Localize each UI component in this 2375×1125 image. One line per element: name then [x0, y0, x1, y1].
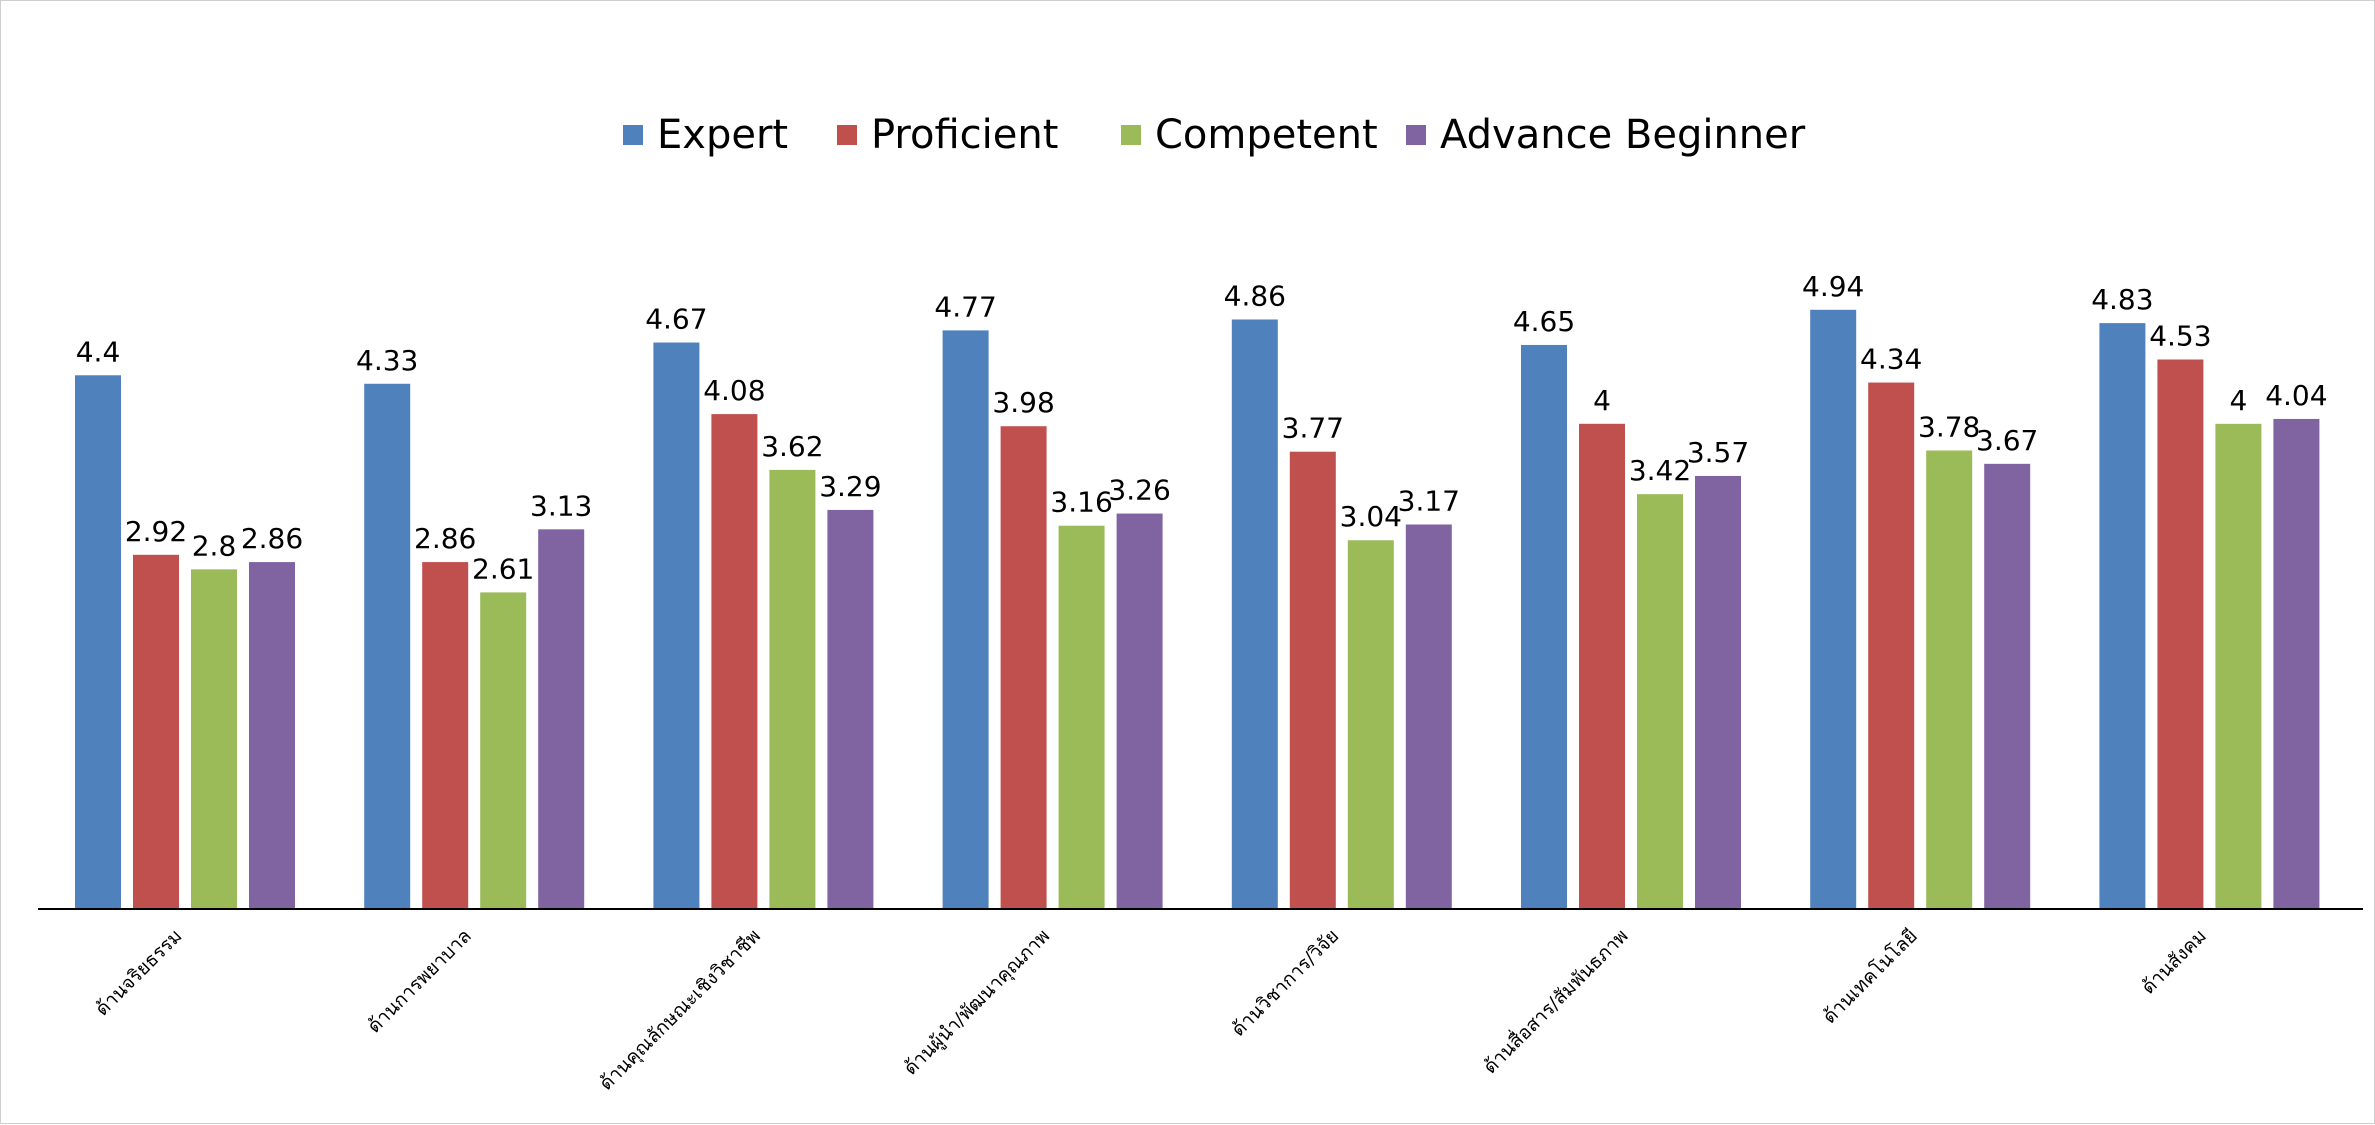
legend-swatch	[623, 125, 643, 145]
data-label: 3.42	[1629, 454, 1691, 487]
bar-proficient	[1000, 426, 1047, 909]
bar-competent	[480, 592, 527, 909]
legend-label: Competent	[1155, 112, 1378, 158]
legend-item-competent: Competent	[1121, 112, 1378, 158]
data-label: 4.77	[934, 290, 996, 323]
bar-proficient	[2157, 359, 2204, 909]
category-group	[364, 383, 585, 909]
data-label: 3.57	[1687, 436, 1749, 469]
data-label: 2.8	[192, 529, 237, 562]
category-group	[1231, 319, 1452, 909]
legend-swatch	[1121, 125, 1141, 145]
bar-proficient	[422, 562, 469, 909]
bar-proficient	[133, 554, 179, 909]
legend-item-proficient: Proficient	[837, 112, 1058, 158]
bar-competent	[769, 469, 816, 909]
category-label: ด้านจริยธรรม	[91, 925, 186, 1020]
bar-proficient	[711, 414, 758, 909]
data-label: 3.16	[1050, 486, 1112, 519]
bar-competent	[1347, 540, 1394, 909]
data-label: 4.67	[645, 303, 707, 336]
data-label: 3.13	[530, 489, 592, 522]
category-group	[1810, 309, 2031, 910]
data-label: 3.67	[1976, 424, 2038, 457]
bar-advance-beginner	[1405, 524, 1452, 909]
bar-advance-beginner	[249, 562, 295, 909]
bar-proficient	[1868, 382, 1915, 910]
value-labels: 4.42.92 2.8 2.864.332.862.613.134.674.083.…	[76, 270, 2328, 586]
bar-expert	[2099, 323, 2146, 910]
data-label: 3.17	[1398, 484, 1460, 517]
category-label: ด้านสื่อสาร/สัมพันธภาพ	[1477, 923, 1632, 1078]
legend-item-expert: Expert	[623, 112, 788, 158]
category-group	[1521, 344, 1741, 910]
category-label: ด้านผู้นำ/พัฒนาคุณภาพ	[900, 925, 1055, 1080]
bar-competent	[2215, 423, 2262, 909]
bar-advance-beginner	[827, 509, 874, 909]
data-label: 3.78	[1918, 410, 1980, 443]
bar-expert	[1231, 319, 1278, 909]
legend-label: Advance Beginner	[1440, 112, 1806, 158]
legend: Expert Proficient Competent Advance Beginne…	[623, 112, 1806, 158]
bar-expert	[364, 383, 411, 909]
bar-competent	[1926, 450, 1973, 909]
category-label: ด้านเทคโนโลยี	[1818, 924, 1922, 1028]
category-tick-labels: ด้านจริยธรรม ด้านการพยาบาล ด้านคุณลักษณะเช…	[91, 923, 2211, 1096]
category-group	[2099, 323, 2320, 910]
bar-expert	[653, 342, 700, 909]
legend-swatch	[1406, 125, 1426, 145]
bar-expert	[1521, 344, 1567, 910]
bar-competent	[191, 569, 237, 909]
legend-label: Expert	[657, 112, 788, 158]
data-label: 3.26	[1108, 474, 1170, 507]
data-label: 4.08	[703, 374, 765, 407]
category-label: ด้านสังคม	[2137, 925, 2211, 999]
data-label: 4.4	[76, 335, 121, 368]
legend-label: Proficient	[871, 112, 1058, 158]
bar-advance-beginner	[538, 529, 585, 909]
bar-advance-beginner	[1116, 513, 1163, 909]
data-label: 3.29	[819, 470, 881, 503]
data-label: 4.86	[1224, 279, 1286, 312]
category-group	[653, 342, 874, 909]
category-group	[942, 330, 1163, 909]
data-label: 4.65	[1513, 305, 1575, 338]
bar-expert	[75, 375, 121, 909]
data-label: 4.53	[2149, 320, 2211, 353]
bar-advance-beginner	[1984, 463, 2031, 909]
bar-competent	[1058, 525, 1105, 909]
data-label: 4	[2229, 384, 2247, 417]
data-label: 4.83	[2091, 283, 2153, 316]
bar-competent	[1637, 494, 1683, 909]
bars	[75, 309, 2320, 910]
data-label: 3.62	[761, 430, 823, 463]
data-label: 3.77	[1282, 412, 1344, 445]
data-label: 4.94	[1802, 270, 1864, 303]
category-label: ด้านการพยาบาล	[363, 925, 475, 1037]
bar-proficient	[1579, 423, 1625, 909]
data-label: 3.04	[1340, 500, 1402, 533]
bar-advance-beginner	[2273, 418, 2320, 909]
data-label: 2.86	[241, 522, 303, 555]
data-label: 4.33	[356, 344, 418, 377]
data-label: 2.92	[125, 515, 187, 548]
data-label: 2.86	[414, 522, 476, 555]
bar-advance-beginner	[1695, 475, 1741, 909]
data-label: 4	[1593, 384, 1611, 417]
legend-item-advance-beginner: Advance Beginner	[1406, 112, 1806, 158]
data-label: 4.04	[2265, 379, 2327, 412]
data-label: 4.34	[1860, 343, 1922, 376]
bar-proficient	[1289, 451, 1336, 909]
legend-swatch	[837, 125, 857, 145]
category-label: ด้านคุณลักษณะเชิงวิชาชีพ	[595, 925, 766, 1096]
category-label: ด้านวิชาการ/วิจัย	[1227, 925, 1343, 1041]
data-label: 3.98	[992, 386, 1054, 419]
bar-expert	[942, 330, 989, 909]
category-group	[75, 375, 295, 909]
data-label: 2.61	[472, 552, 534, 585]
bar-expert	[1810, 309, 1857, 909]
